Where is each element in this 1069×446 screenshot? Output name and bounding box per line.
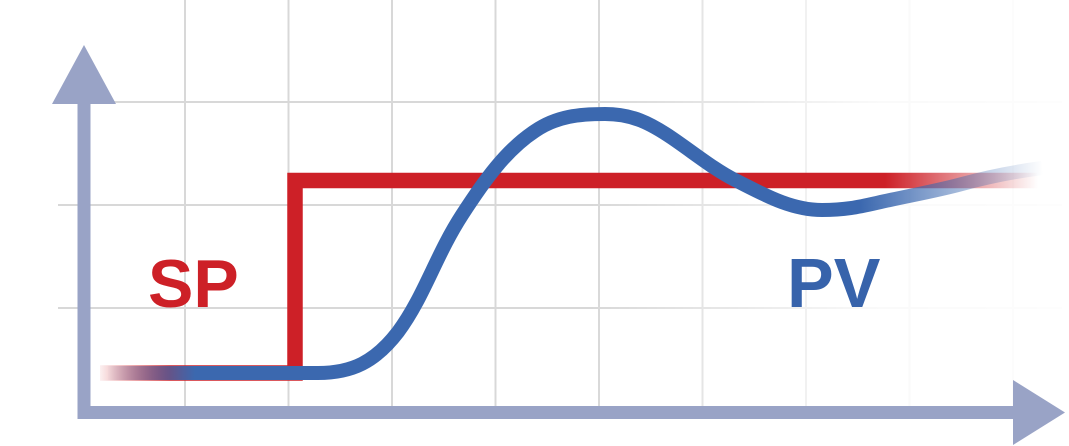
axes	[52, 45, 1065, 445]
pv-curve	[108, 107, 1043, 380]
grid-lines	[58, 0, 1062, 406]
sp-line	[100, 172, 1038, 381]
pv-label: PV	[787, 244, 881, 322]
sp-label: SP	[148, 246, 239, 322]
